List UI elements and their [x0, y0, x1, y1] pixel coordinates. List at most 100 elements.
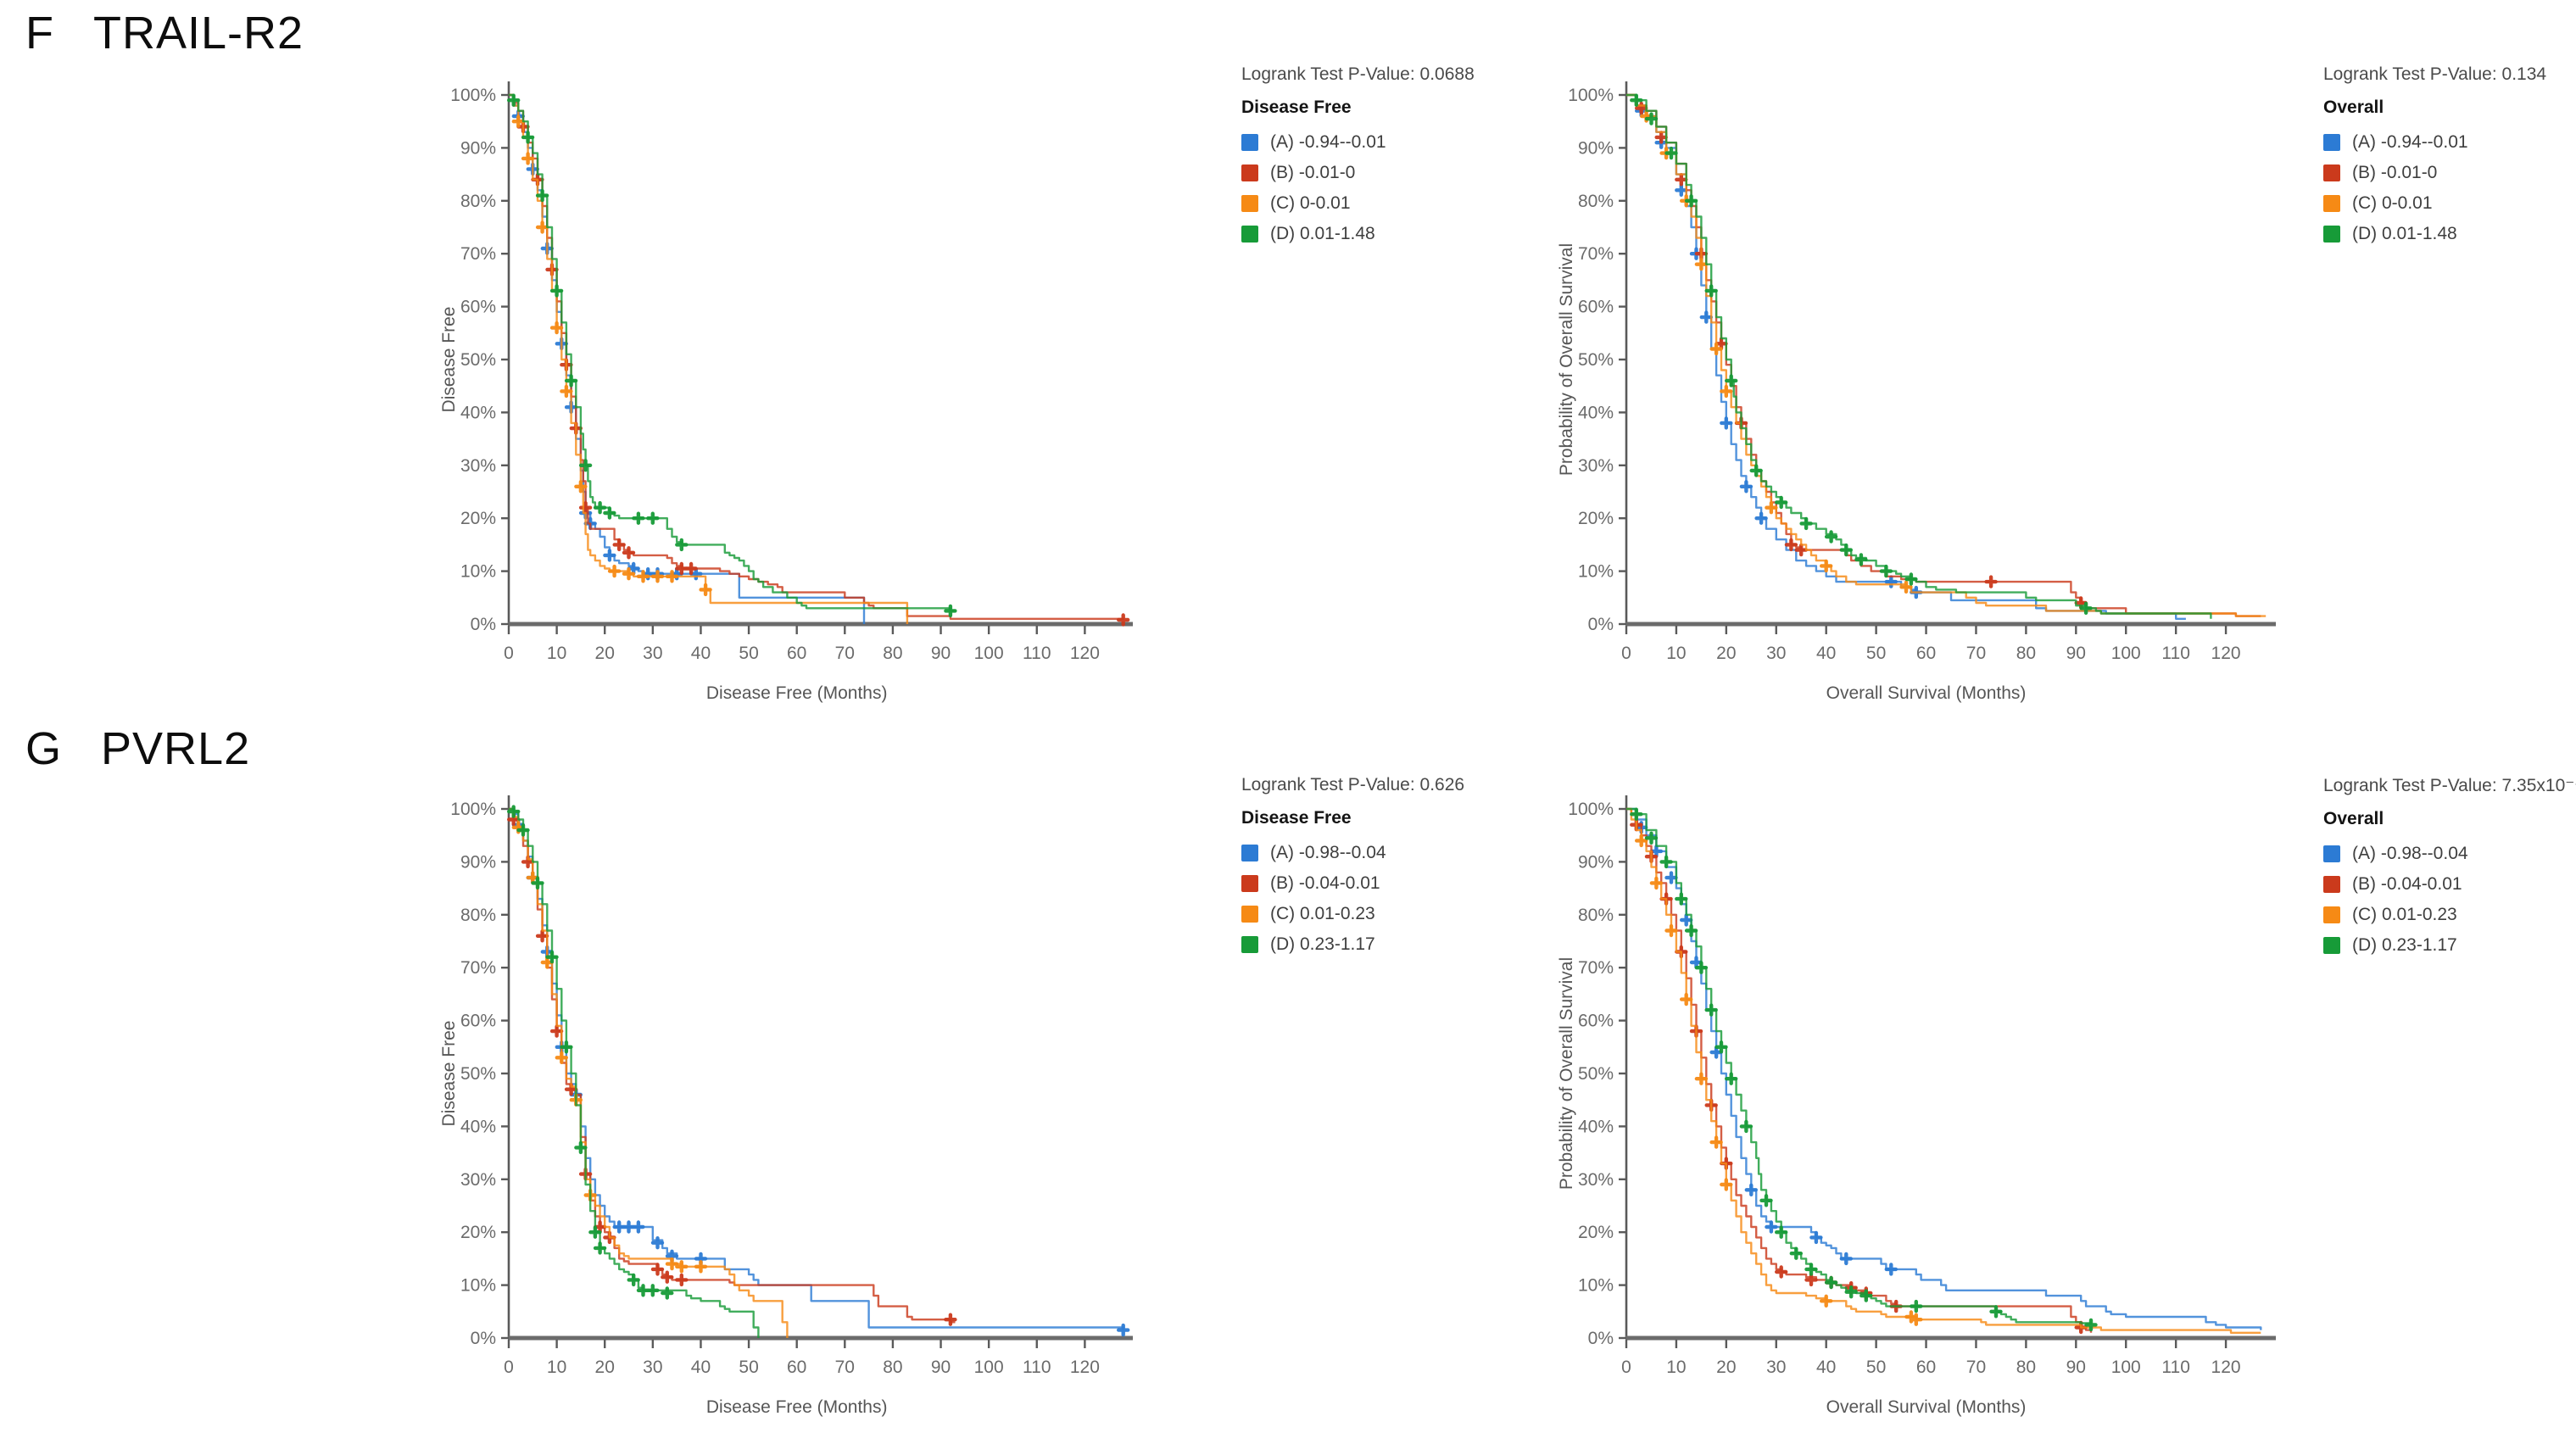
x-tick-label: 10	[547, 644, 566, 663]
censor-marks-D	[507, 805, 674, 1300]
x-tick-label: 30	[643, 644, 662, 663]
y-tick-label: 90%	[460, 138, 496, 158]
y-tick-label: 100%	[450, 86, 496, 105]
y-tick-label: 40%	[460, 1117, 496, 1136]
y-tick-label: 50%	[1578, 1064, 1614, 1084]
legend-trailr2-overall: Logrank Test P-Value: 0.134 Overall (A) …	[2323, 64, 2576, 254]
legend-swatch-d	[2323, 937, 2340, 954]
y-tick-label: 60%	[460, 298, 496, 317]
y-tick-label: 20%	[1578, 1223, 1614, 1242]
y-tick-label: 10%	[460, 1276, 496, 1296]
x-tick-label: 70	[1966, 644, 1986, 663]
x-tick-label: 0	[1621, 644, 1631, 663]
y-tick-label: 0%	[471, 1329, 496, 1348]
x-tick-label: 120	[1070, 1358, 1100, 1377]
km-chart-pvrl2-disease-free: 0% 10% 20% 30% 40% 50% 60% 70% 80% 90% 100% 0 10 20 30…	[439, 795, 1133, 1417]
y-tick-label: 100%	[1568, 800, 1614, 819]
x-tick-label: 30	[643, 1358, 662, 1377]
x-tick-label: 50	[739, 1358, 758, 1377]
y-axis-title: Disease Free	[439, 1021, 459, 1127]
y-axis-title: Disease Free	[439, 307, 459, 413]
censor-marks-C	[511, 114, 712, 597]
y-tick-label: 50%	[460, 350, 496, 370]
y-tick-label: 70%	[460, 958, 496, 978]
y-tick-label: 30%	[1578, 1170, 1614, 1190]
legend-swatch-a	[2323, 845, 2340, 862]
x-tick-label: 10	[1666, 1358, 1686, 1377]
legend-swatch-a	[2323, 134, 2340, 151]
km-curve-B	[509, 807, 956, 1324]
legend-swatch-c	[1241, 195, 1258, 212]
x-tick-label: 40	[1816, 1358, 1836, 1377]
panel-letter: G	[25, 723, 63, 774]
km-curve-A	[1626, 93, 2186, 620]
y-tick-label: 40%	[460, 403, 496, 422]
y-tick-label: 30%	[1578, 456, 1614, 476]
x-tick-label: 0	[1621, 1358, 1631, 1377]
legend-item-c: (C) 0-0.01	[2323, 193, 2576, 214]
x-tick-label: 120	[1070, 644, 1100, 663]
km-curve-C	[509, 807, 789, 1338]
panel-gene-name: TRAIL-R2	[93, 8, 304, 59]
logrank-pvalue: Logrank Test P-Value: 0.0688	[1241, 64, 1475, 84]
legend-swatch-b	[1241, 164, 1258, 181]
legend-item-a: (A) -0.98--0.04	[1241, 843, 1547, 863]
x-tick-label: 20	[1716, 1358, 1736, 1377]
x-tick-label: 40	[691, 1358, 711, 1377]
legend-item-c: (C) 0-0.01	[1241, 193, 1547, 214]
km-curve-D	[509, 93, 956, 612]
y-tick-label: 40%	[1578, 403, 1614, 422]
censor-marks-B	[1635, 101, 2088, 610]
y-tick-label: 100%	[450, 800, 496, 819]
km-curve-B	[509, 93, 1124, 620]
km-chart-pvrl2-overall: 0% 10% 20% 30% 40% 50% 60% 70% 80% 90% 100% 0 10 20 30…	[1557, 795, 2276, 1417]
y-tick-label: 10%	[1578, 1276, 1614, 1296]
y-tick-label: 20%	[1578, 509, 1614, 528]
y-tick-label: 40%	[1578, 1117, 1614, 1136]
km-chart-trailr2-disease-free: 0% 10% 20% 30% 40% 50% 60% 70% 80% 90% 100% 0 10 20 30…	[439, 81, 1133, 703]
x-tick-label: 110	[2161, 1358, 2189, 1377]
legend-item-d: (D) 0.23-1.17	[2323, 935, 2576, 956]
x-tick-label: 50	[1866, 644, 1886, 663]
km-curve-A	[1626, 807, 2262, 1330]
x-tick-label: 0	[504, 644, 514, 663]
y-tick-label: 70%	[460, 244, 496, 264]
panel-title-f: F TRAIL-R2	[25, 7, 304, 59]
x-tick-label: 90	[931, 1358, 951, 1377]
x-tick-label: 70	[1966, 1358, 1986, 1377]
x-tick-label: 70	[835, 644, 855, 663]
x-tick-label: 100	[2111, 644, 2141, 663]
y-tick-label: 30%	[460, 456, 496, 476]
y-tick-label: 20%	[460, 1223, 496, 1242]
legend-swatch-a	[1241, 845, 1258, 861]
legend-title: Overall	[2323, 98, 2384, 117]
legend-swatch-c	[2323, 195, 2340, 212]
panel-gene-name: PVRL2	[101, 723, 251, 774]
y-tick-label: 90%	[460, 852, 496, 872]
legend-swatch-b	[2323, 164, 2340, 181]
x-tick-label: 80	[2016, 1358, 2036, 1377]
y-tick-label: 10%	[1578, 562, 1614, 582]
legend-item-c: (C) 0.01-0.23	[2323, 905, 2576, 925]
x-tick-label: 80	[883, 644, 902, 663]
y-tick-label: 80%	[460, 906, 496, 925]
y-tick-label: 0%	[1588, 615, 1614, 634]
x-tick-label: 90	[2066, 644, 2086, 663]
x-tick-label: 20	[595, 644, 615, 663]
x-tick-label: 10	[547, 1358, 566, 1377]
x-tick-label: 100	[974, 644, 1004, 663]
y-tick-label: 20%	[460, 509, 496, 528]
y-tick-label: 90%	[1578, 138, 1614, 158]
legend-item-c: (C) 0.01-0.23	[1241, 904, 1547, 924]
y-axis-title: Probability of Overall Survival	[1557, 957, 1576, 1190]
x-tick-label: 60	[1916, 1358, 1936, 1377]
panel-letter: F	[25, 8, 54, 59]
x-axis-title: Overall Survival (Months)	[1826, 683, 2027, 703]
y-tick-label: 80%	[1578, 906, 1614, 925]
x-tick-label: 110	[2161, 644, 2189, 663]
y-tick-label: 0%	[471, 615, 496, 634]
y-tick-label: 90%	[1578, 852, 1614, 872]
legend-item-a: (A) -0.98--0.04	[2323, 844, 2576, 864]
panel-title-g: G PVRL2	[25, 722, 250, 775]
legend-pvrl2-disease-free: Logrank Test P-Value: 0.626 Disease Free…	[1241, 775, 1547, 965]
